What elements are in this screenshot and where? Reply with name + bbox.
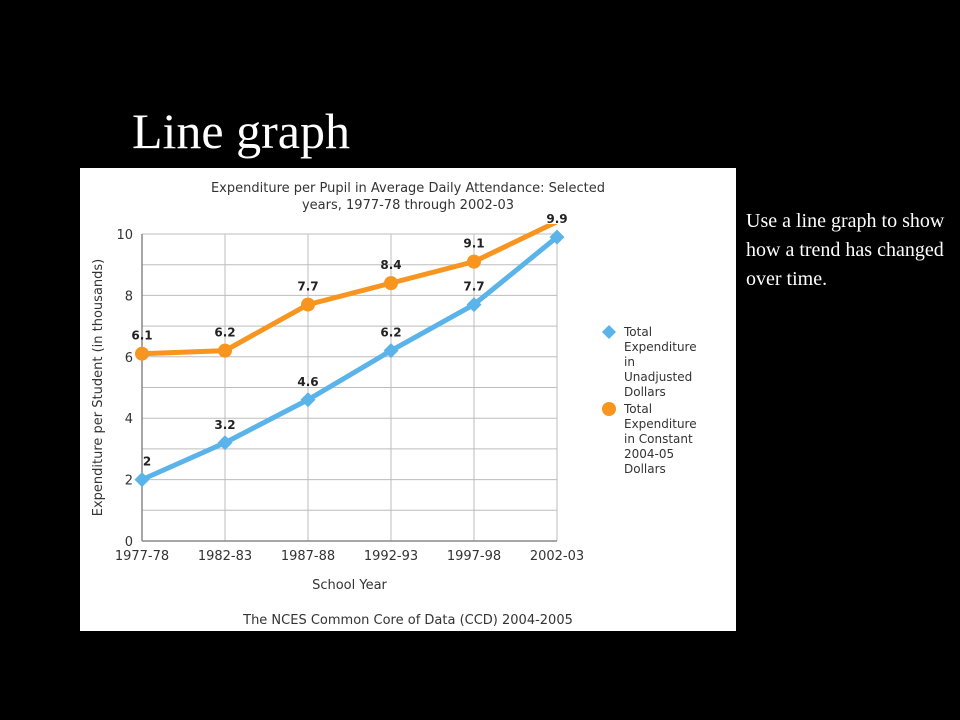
- chart-panel: Expenditure per Pupil in Average Daily A…: [80, 168, 736, 631]
- data-label: 9.9: [546, 212, 567, 226]
- data-point-marker: [384, 276, 398, 291]
- data-point-marker: [301, 297, 315, 312]
- legend-label-line: in Constant: [624, 432, 693, 446]
- y-tick-label: 8: [125, 289, 133, 304]
- series-group: [140, 235, 559, 482]
- line-chart: Expenditure per Pupil in Average Daily A…: [91, 181, 697, 628]
- chart-title-line: Expenditure per Pupil in Average Daily A…: [211, 181, 605, 196]
- legend-label-line: Total: [623, 402, 652, 416]
- legend-label-line: 2004-05: [624, 447, 674, 461]
- data-label: 6.1: [131, 329, 152, 343]
- y-tick-label: 0: [125, 535, 133, 550]
- data-point-marker: [135, 346, 149, 361]
- y-axis-label: Expenditure per Student (in thousands): [91, 259, 106, 516]
- legend-label-line: Dollars: [624, 462, 666, 476]
- data-label: 4.6: [297, 375, 318, 389]
- data-label: 7.7: [463, 280, 484, 294]
- data-point-marker: [218, 343, 232, 358]
- data-point-marker: [134, 472, 150, 488]
- y-tick-label: 10: [116, 228, 133, 243]
- data-label: 6.2: [214, 326, 235, 340]
- data-label: 3.2: [214, 418, 235, 432]
- series-line: [140, 235, 559, 482]
- y-tick-label: 6: [125, 351, 133, 366]
- series-group: [141, 224, 559, 357]
- data-point-marker: [383, 343, 399, 359]
- slide-title: Line graph: [132, 103, 350, 159]
- data-point-marker: [549, 229, 565, 245]
- legend-marker: [602, 402, 616, 416]
- x-tick-label: 1977-78: [115, 549, 169, 564]
- data-point-marker: [300, 392, 316, 408]
- data-point-marker: [466, 297, 482, 313]
- x-tick-label: 1982-83: [198, 549, 252, 564]
- x-tick-label: 2002-03: [530, 549, 584, 564]
- x-tick-label: 1992-93: [364, 549, 418, 564]
- legend-label-line: in: [624, 355, 635, 369]
- series-line: [141, 224, 559, 357]
- legend-label-line: Total: [623, 325, 652, 339]
- x-tick-label: 1987-88: [281, 549, 335, 564]
- legend-label-line: Dollars: [624, 385, 666, 399]
- legend-label-line: Expenditure: [624, 417, 697, 431]
- y-tick-label: 2: [125, 474, 133, 489]
- chart-title-line: years, 1977-78 through 2002-03: [302, 198, 514, 213]
- legend-marker: [602, 325, 616, 339]
- data-point-marker: [217, 435, 233, 451]
- x-axis-label: School Year: [312, 578, 387, 593]
- legend-label-line: Unadjusted: [624, 370, 692, 384]
- data-label: 6.2: [380, 326, 401, 340]
- data-label: 8.4: [380, 258, 401, 272]
- legend-label-line: Expenditure: [624, 340, 697, 354]
- chart-source: The NCES Common Core of Data (CCD) 2004-…: [242, 613, 573, 628]
- x-tick-label: 1997-98: [447, 549, 501, 564]
- data-label: 7.7: [297, 280, 318, 294]
- y-tick-label: 4: [125, 412, 133, 427]
- slide-note: Use a line graph to show how a trend has…: [746, 210, 945, 290]
- data-point-marker: [467, 254, 481, 269]
- data-label: 9.1: [463, 237, 484, 251]
- data-label: 2: [143, 455, 151, 469]
